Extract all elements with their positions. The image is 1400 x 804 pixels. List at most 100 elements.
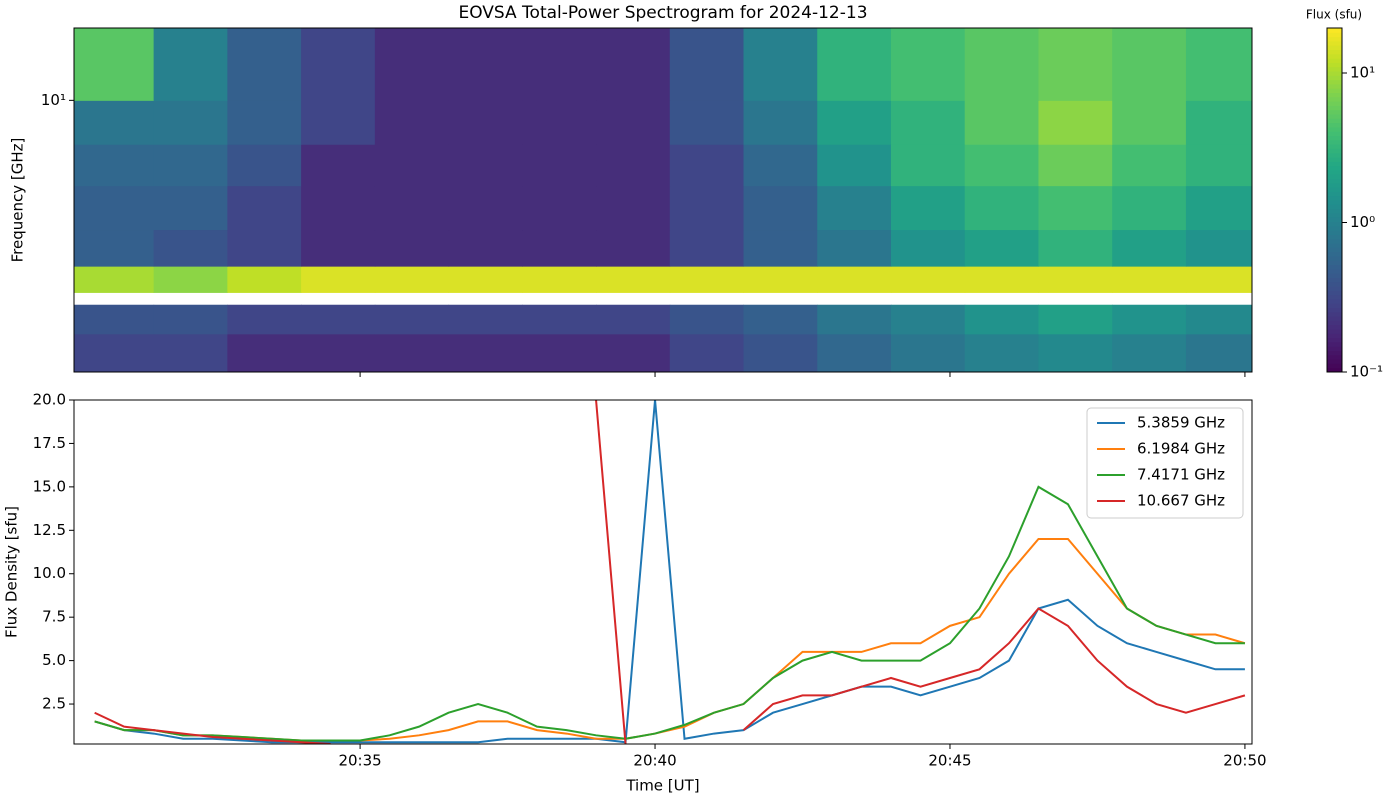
colorbar-segment	[1327, 161, 1342, 167]
series-line	[94, 400, 1245, 744]
heatmap-cell	[964, 304, 1039, 335]
colorbar-segment	[1327, 157, 1342, 162]
colorbar-segment	[1327, 217, 1342, 222]
legend-box	[1086, 407, 1244, 519]
colorbar-segment	[1327, 277, 1342, 283]
heatmap-cell	[74, 185, 155, 231]
heatmap-cell	[964, 144, 1039, 187]
colorbar-segment	[1327, 148, 1342, 154]
colorbar-segment	[1327, 131, 1342, 136]
heatmap-cell	[890, 144, 966, 187]
colorbar-segment	[1327, 83, 1342, 89]
heatmap-cell	[448, 304, 523, 335]
heatmap-cell	[74, 28, 155, 101]
chart-title: EOVSA Total-Power Spectrogram for 2024-1…	[458, 3, 867, 23]
colorbar-segment	[1327, 225, 1342, 231]
heatmap-cell	[522, 185, 597, 231]
heatmap-cell	[596, 100, 671, 145]
colorbar-segment	[1327, 221, 1342, 227]
heatmap-cell	[1112, 333, 1187, 373]
heatmap-cell	[596, 304, 671, 335]
heatmap-cell	[1112, 229, 1187, 267]
colorbar-segment	[1327, 298, 1342, 304]
colorbar-segment	[1327, 53, 1342, 59]
heatmap-cell	[374, 144, 450, 187]
heatmap-cell	[301, 28, 376, 101]
series-line	[94, 400, 1246, 744]
y-tick-label: 2.5	[42, 695, 66, 713]
heatmap-cell	[74, 333, 155, 373]
colorbar-segment	[1327, 105, 1342, 111]
heatmap-cell	[964, 229, 1039, 267]
heatmap-cell	[1185, 304, 1253, 335]
colorbar-segment	[1327, 247, 1342, 253]
heatmap-cell	[596, 333, 671, 373]
colorbar-segment	[1327, 92, 1342, 98]
colorbar-segment	[1327, 359, 1342, 364]
series-line	[94, 485, 1245, 742]
heatmap-cell	[890, 229, 966, 267]
colorbar-segment	[1327, 281, 1342, 287]
heatmap-cell	[227, 304, 302, 335]
heatmap-cell	[301, 100, 376, 145]
heatmap-cell	[522, 28, 597, 101]
heatmap-cell	[522, 266, 597, 293]
heatmap-cell	[669, 266, 745, 293]
heatmap-cell	[448, 266, 523, 293]
colorbar-segment	[1327, 169, 1342, 175]
heatmap-cell	[890, 185, 966, 231]
heatmap-cell	[964, 100, 1039, 145]
heatmap-cell	[522, 304, 597, 335]
heatmap-cell	[743, 304, 818, 335]
heatmap-cell	[890, 333, 966, 373]
heatmap-cell	[669, 100, 745, 145]
heatmap-cell	[374, 266, 450, 293]
legend-label: 7.4171 GHz	[1137, 466, 1225, 484]
colorbar-segment	[1327, 187, 1342, 192]
heatmap-cell	[448, 100, 523, 145]
colorbar-segment	[1327, 165, 1342, 171]
colorbar-segment	[1327, 182, 1342, 188]
heatmap-cell	[817, 28, 892, 101]
legend-label: 10.667 GHz	[1137, 492, 1225, 510]
heatmap-cell	[743, 144, 818, 187]
colorbar-segment	[1327, 268, 1342, 274]
heatmap-cell	[74, 304, 155, 335]
heatmap-cell	[227, 229, 302, 267]
colorbar-segment	[1327, 101, 1342, 106]
heatmap-cell	[890, 266, 966, 293]
colorbar-segment	[1327, 195, 1342, 201]
heatmap-cell	[964, 266, 1039, 293]
heatmap-cell	[448, 28, 523, 101]
colorbar-segment	[1327, 139, 1342, 145]
x-tick-label: 20:50	[1223, 752, 1266, 770]
y-tick-label: 17.5	[33, 434, 66, 452]
colorbar-segment	[1327, 36, 1342, 42]
heatmap-cell	[374, 100, 450, 145]
colorbar-segment	[1327, 290, 1342, 296]
heatmap-cell	[596, 185, 671, 231]
heatmap-cell	[374, 333, 450, 373]
heatmap-cell	[743, 266, 818, 293]
y-tick-label: 15.0	[33, 477, 66, 495]
heatmap-cell	[153, 100, 228, 145]
colorbar-segment	[1327, 350, 1342, 356]
heatmap-cell	[669, 28, 745, 101]
heatmap-cell	[817, 100, 892, 145]
heatmap-cell	[153, 333, 228, 373]
x-tick-label: 20:40	[633, 752, 676, 770]
heatmap-cell	[227, 185, 302, 231]
colorbar-segment	[1327, 307, 1342, 313]
heatmap-cell	[301, 333, 376, 373]
colorbar-segment	[1327, 264, 1342, 270]
heatmap-cell	[1185, 266, 1253, 293]
colorbar-segment	[1327, 49, 1342, 55]
colorbar-segment	[1327, 208, 1342, 214]
heatmap-cell	[890, 100, 966, 145]
y-tick-label: 5.0	[42, 651, 66, 669]
colorbar-segment	[1327, 294, 1342, 300]
heatmap-cell	[1112, 185, 1187, 231]
colorbar-segment	[1327, 178, 1342, 184]
colorbar-segment	[1327, 320, 1342, 326]
colorbar-segment	[1327, 316, 1342, 321]
